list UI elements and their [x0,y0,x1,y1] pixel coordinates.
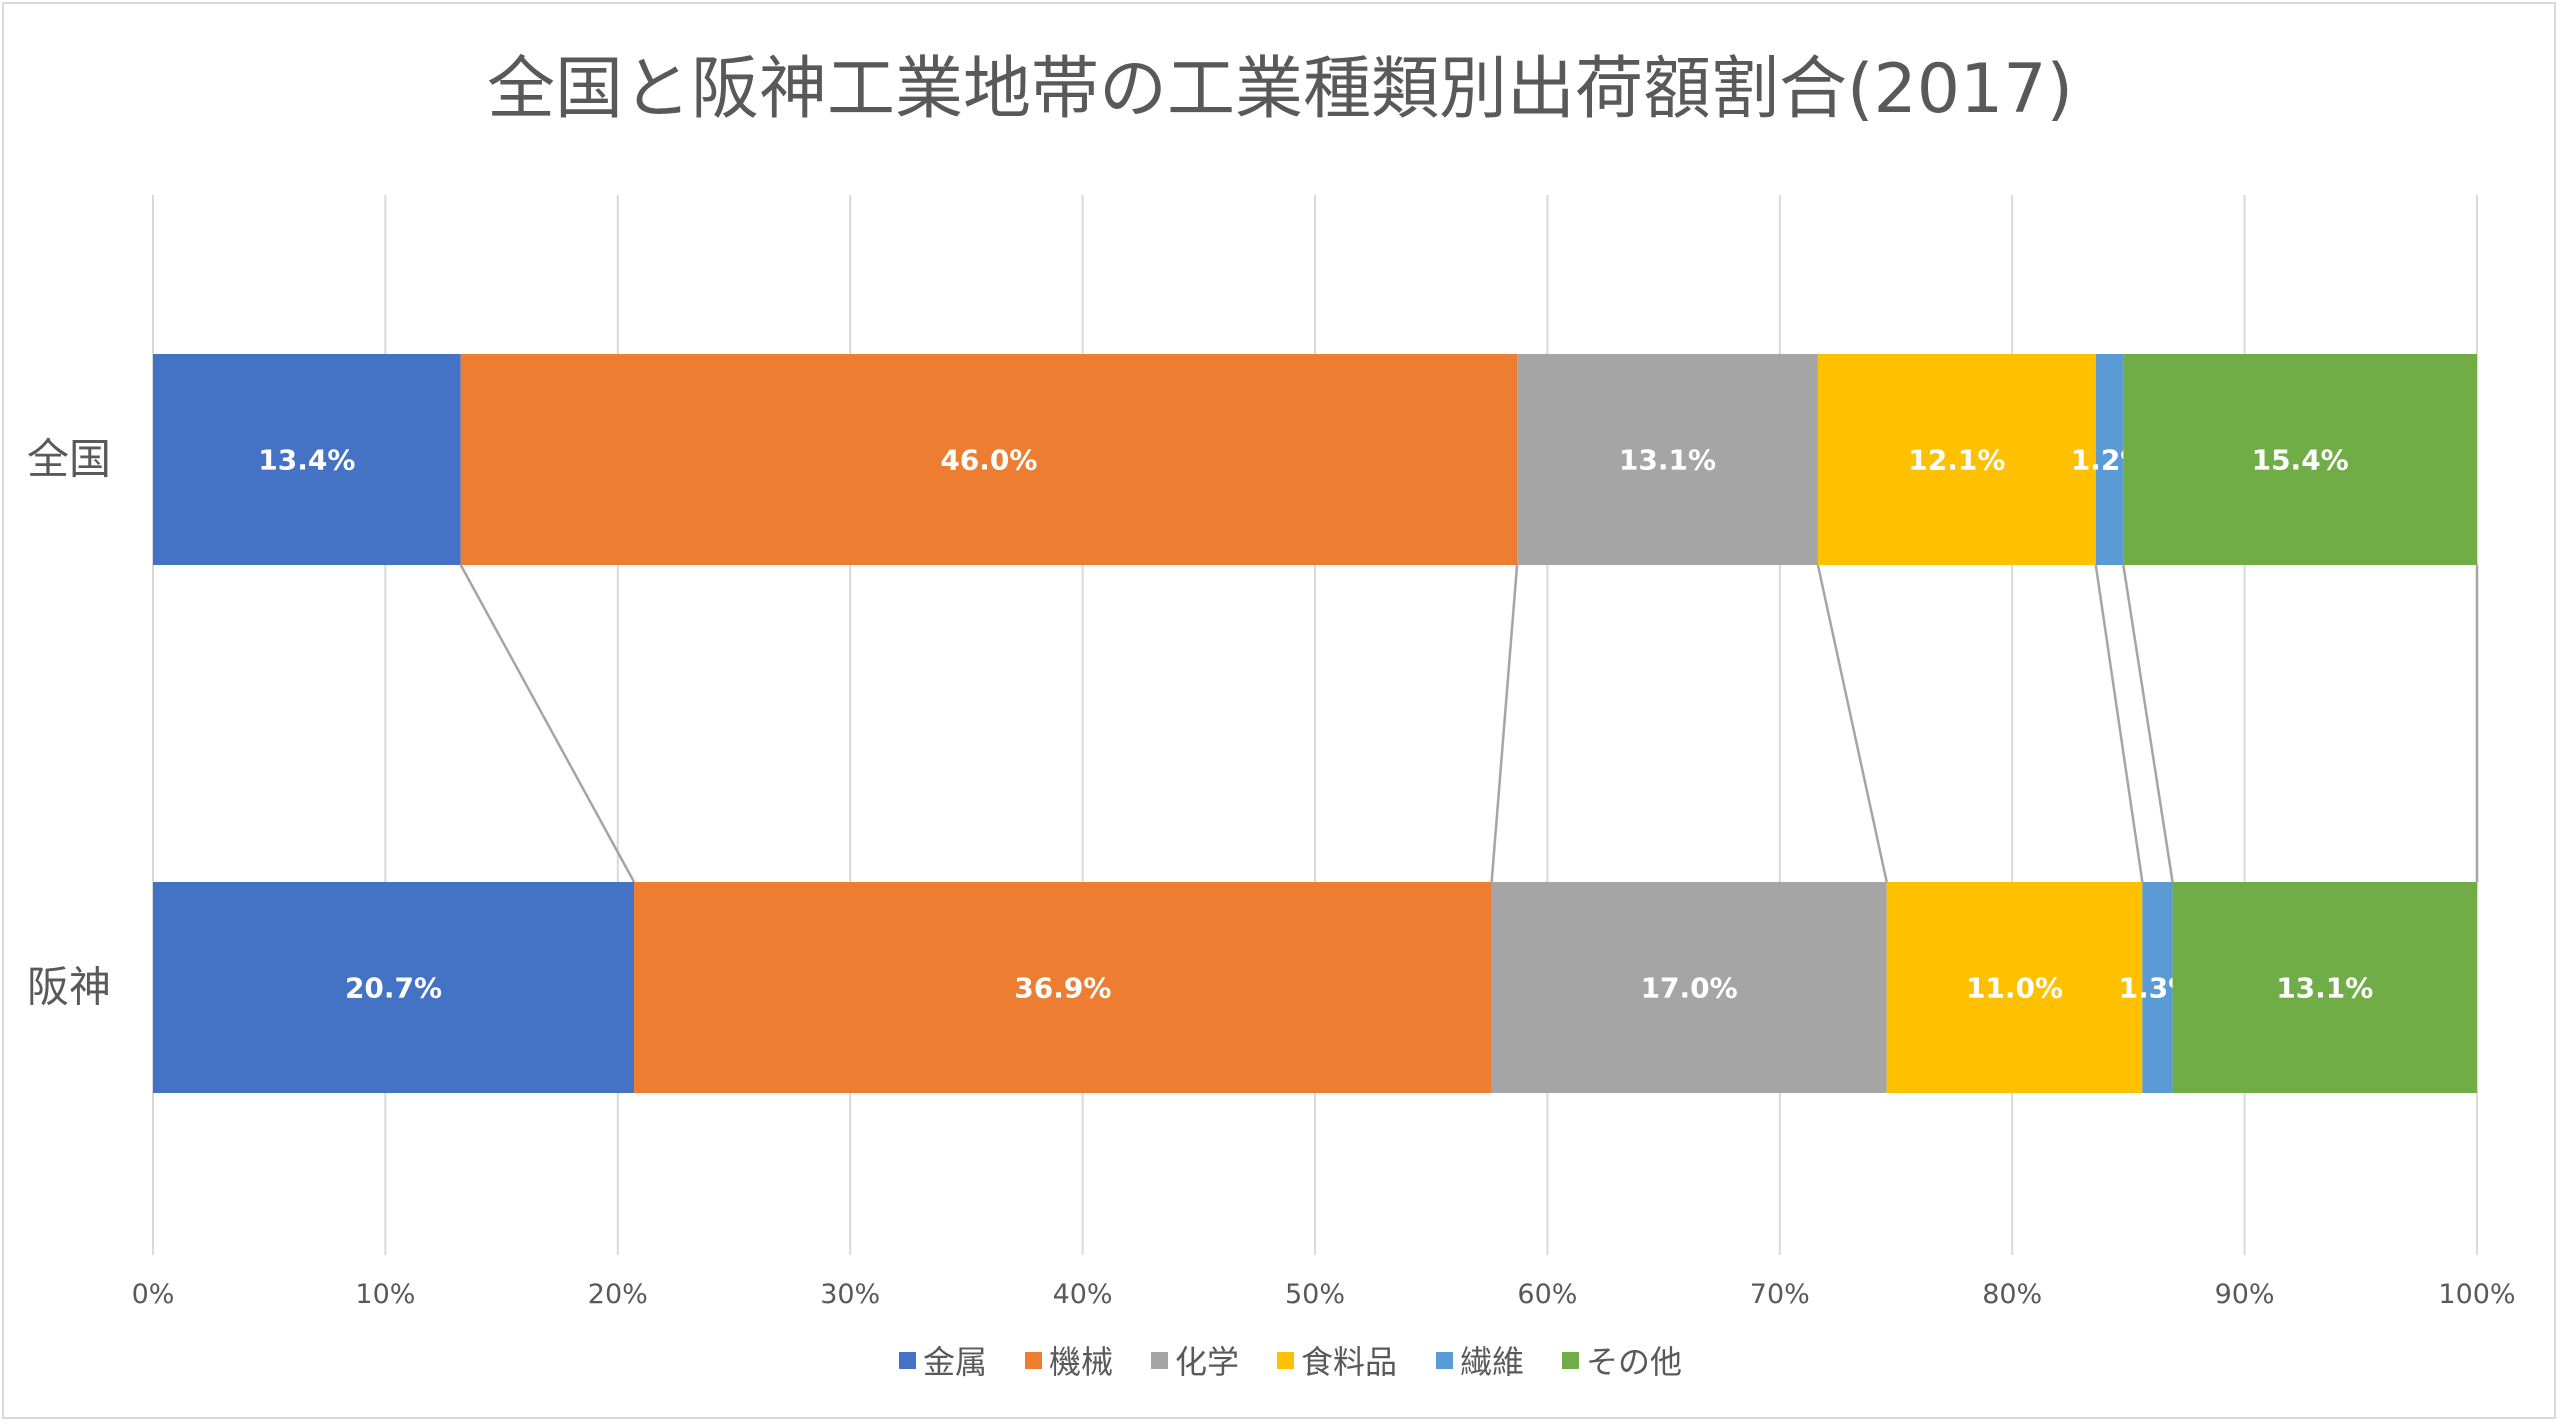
legend-label: その他 [1586,1343,1682,1381]
data-label: 13.4% [258,444,355,477]
x-tick-label: 40% [1053,1279,1113,1310]
series-line [2094,564,2144,883]
legend-label: 食料品 [1301,1343,1397,1381]
x-tick-label: 100% [2438,1279,2515,1310]
x-tick-label: 60% [1517,1279,1577,1310]
series-line [2122,564,2174,883]
legend-label: 化学 [1175,1343,1239,1381]
legend-swatch [899,1352,916,1369]
data-label: 36.9% [1014,972,1111,1005]
x-tick-label: 0% [132,1279,175,1310]
legend-label: 金属 [923,1343,987,1381]
legend-swatch [1277,1352,1294,1369]
bar-segment-0 [153,882,635,1093]
category-label: 阪神 [27,963,111,1012]
data-label: 13.1% [2276,972,2373,1005]
x-tick-label: 30% [820,1279,880,1310]
data-label: 46.0% [940,444,1037,477]
series-line [1490,564,1519,883]
bar-segment-1 [634,882,1492,1093]
x-tick-label: 90% [2215,1279,2275,1310]
x-tick-label: 20% [588,1279,648,1310]
x-tick-label: 10% [355,1279,415,1310]
bar-segment-0 [153,354,461,565]
category-label: 全国 [27,435,111,484]
data-label: 11.0% [1966,972,2063,1005]
legend: 金属 機械 化学 食料品 繊維 その他 [899,1343,1682,1381]
bars: 13.4% 46.0% 13.1% 12.1% 1.2% 15.4%20.7% 36.9% 1… [153,354,2477,1093]
bar-segment-2 [1491,882,1887,1093]
legend-swatch [1151,1352,1168,1369]
bar-segment-4 [2142,882,2173,1093]
legend-swatch [1436,1352,1453,1369]
legend-label: 機械 [1049,1343,1113,1381]
bar-segment-2 [1517,354,1818,565]
legend-label: 繊維 [1460,1343,1524,1381]
series-line [1816,564,1888,883]
series-lines [459,564,2479,883]
bar-segment-5 [2172,882,2477,1093]
bar-segment-1 [460,354,1518,565]
data-label: 15.4% [2252,444,2349,477]
bar-segment-5 [2123,354,2477,565]
bar-segment-3 [1817,354,2096,565]
x-tick-label: 80% [1982,1279,2042,1310]
data-label: 12.1% [1908,444,2005,477]
legend-swatch [1025,1352,1042,1369]
bar-segment-4 [2095,354,2124,565]
bar-segment-3 [1886,882,2143,1093]
x-tick-label: 70% [1750,1279,1810,1310]
data-label: 17.0% [1641,972,1738,1005]
series-line [459,564,636,883]
x-axis-ticks: 0% 10% 20% 30% 40% 50% 60% 70% 80% 90% 100% [132,1279,2516,1310]
x-tick-label: 50% [1285,1279,1345,1310]
chart-title: 全国と阪神工業地帯の工業種類別出荷額割合(2017) [487,50,2073,129]
data-label: 13.1% [1619,444,1716,477]
data-label: 20.7% [345,972,442,1005]
legend-swatch [1562,1352,1579,1369]
